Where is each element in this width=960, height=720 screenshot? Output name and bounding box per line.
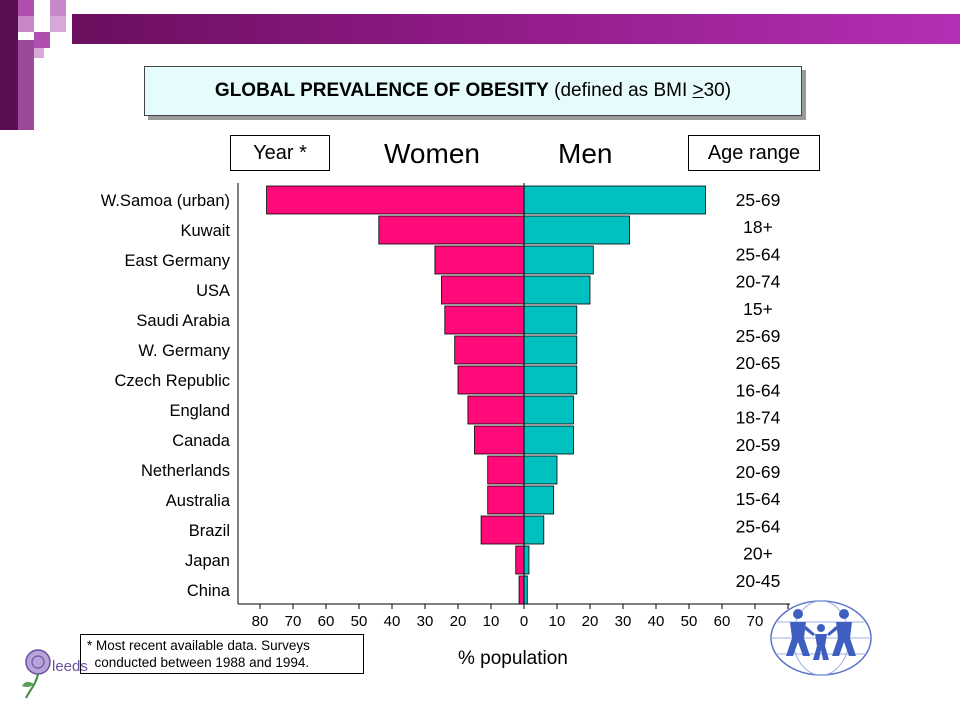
- age-range-label: 20+: [743, 544, 773, 564]
- age-range-label: 25-64: [736, 244, 781, 264]
- x-tick-label: 60: [714, 613, 731, 630]
- category-label: Kuwait: [180, 222, 230, 240]
- bar-women: [457, 365, 525, 395]
- title-paren-prefix: (defined as BMI: [554, 80, 693, 101]
- title-threshold: >: [692, 80, 704, 101]
- category-label: Saudi Arabia: [136, 312, 230, 330]
- x-tick-label: 10: [549, 613, 566, 630]
- age-range-label: 20-59: [736, 435, 781, 455]
- bar-men: [523, 545, 530, 575]
- x-axis-label: % population: [458, 648, 568, 669]
- category-label: Canada: [172, 432, 231, 450]
- bar-men: [523, 515, 545, 545]
- bar-women: [480, 515, 525, 545]
- category-label: Japan: [185, 552, 230, 570]
- year-label: Year *: [253, 141, 307, 164]
- x-tick-label: 70: [747, 613, 764, 630]
- bar-women: [487, 455, 525, 485]
- bar-men: [523, 455, 558, 485]
- bar-men: [523, 425, 574, 455]
- bar-women: [518, 575, 525, 605]
- category-label: England: [169, 402, 230, 420]
- age-range-label: 18+: [743, 217, 773, 237]
- age-range-label-box: Age range: [688, 135, 820, 171]
- age-range-label: 20-45: [736, 571, 781, 591]
- bar-men: [523, 245, 594, 275]
- women-label: Women: [384, 138, 480, 169]
- x-tick-label: 10: [483, 613, 500, 630]
- category-label: China: [187, 582, 231, 600]
- x-tick-label: 30: [615, 613, 632, 630]
- age-range-label: 25-64: [736, 516, 781, 536]
- age-range-label: 20-65: [736, 353, 781, 373]
- x-tick-label: 40: [648, 613, 665, 630]
- x-tick-label: 20: [582, 613, 599, 630]
- bar-men: [523, 395, 574, 425]
- x-tick-label: 30: [417, 613, 434, 630]
- age-range-label: 15-64: [736, 489, 781, 509]
- footnote-box: * Most recent available data. Surveys co…: [80, 634, 364, 674]
- bar-men: [523, 215, 630, 245]
- bar-women: [444, 305, 525, 335]
- bar-men: [523, 275, 591, 305]
- age-range-label: 20-69: [736, 462, 781, 482]
- age-range-label: 18-74: [736, 408, 781, 428]
- year-label-box: Year *: [230, 135, 330, 171]
- bar-women: [378, 215, 525, 245]
- age-range-label: 25-69: [736, 326, 781, 346]
- bar-women: [467, 395, 525, 425]
- bar-women: [487, 485, 525, 515]
- title-main: GLOBAL PREVALENCE OF OBESITY: [214, 80, 549, 101]
- footnote-line-2: conducted between 1988 and 1994.: [87, 655, 310, 670]
- category-label: W.Samoa (urban): [101, 192, 230, 210]
- category-label: Brazil: [189, 522, 230, 540]
- bar-women: [474, 425, 525, 455]
- bar-women: [434, 245, 525, 275]
- category-label: Netherlands: [141, 462, 230, 480]
- rose-icon: [22, 649, 51, 699]
- x-tick-label: 80: [252, 613, 269, 630]
- x-tick-label: 60: [318, 613, 335, 630]
- bar-women: [454, 335, 525, 365]
- leeds-logo: [18, 644, 78, 700]
- footnote-line-1: * Most recent available data. Surveys: [87, 638, 310, 653]
- bar-men: [523, 185, 706, 215]
- category-label: Czech Republic: [114, 372, 230, 390]
- logo-text: leeds: [52, 658, 88, 675]
- category-label: East Germany: [125, 252, 231, 270]
- age-range-label: Age range: [707, 141, 801, 164]
- age-range-label: 15+: [743, 299, 773, 319]
- slide-title: GLOBAL PREVALENCE OF OBESITY (defined as…: [144, 66, 802, 116]
- x-tick-label: 20: [450, 613, 467, 630]
- bar-men: [523, 365, 578, 395]
- x-tick-label: 50: [351, 613, 368, 630]
- category-label: USA: [196, 282, 230, 300]
- bar-women: [441, 275, 525, 305]
- bar-men: [523, 335, 578, 365]
- category-label: Australia: [166, 492, 231, 510]
- age-range-label: 20-74: [736, 272, 781, 292]
- title-paren-suffix: 30): [703, 80, 732, 101]
- bar-women: [266, 185, 525, 215]
- header-bar: [72, 14, 960, 44]
- x-tick-label: 70: [285, 613, 302, 630]
- men-label: Men: [558, 138, 613, 169]
- x-tick-label: 40: [384, 613, 401, 630]
- bar-men: [523, 305, 578, 335]
- bar-men: [523, 485, 555, 515]
- bar-women: [515, 545, 525, 575]
- x-tick-label: 0: [520, 613, 528, 630]
- x-tick-label: 50: [681, 613, 698, 630]
- globe-people-icon: [770, 600, 872, 676]
- age-range-label: 25-69: [736, 190, 781, 210]
- age-range-label: 16-64: [736, 380, 781, 400]
- category-label: W. Germany: [138, 342, 230, 360]
